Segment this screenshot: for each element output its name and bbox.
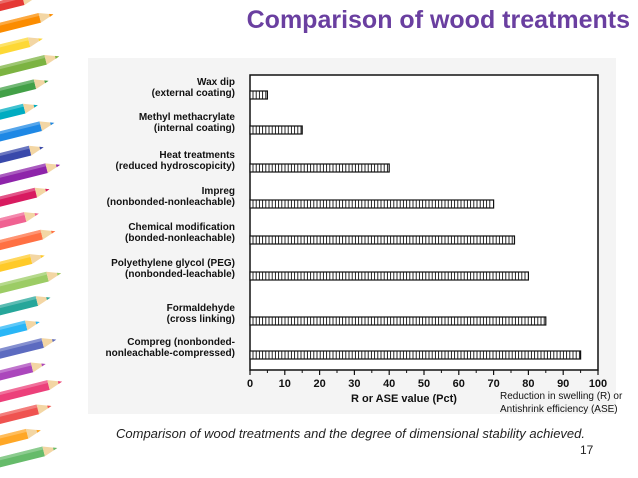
category-label: Polyethylene glycol (PEG) (nonbonded-leac… — [111, 258, 235, 280]
pencil-shape — [0, 254, 45, 274]
x-tick-label: 90 — [557, 378, 569, 390]
category-label: Compreg (nonbonded-nonleachable-compress… — [106, 337, 235, 359]
x-tick-label: 80 — [522, 378, 534, 390]
x-tick-label: 30 — [348, 378, 360, 390]
pencil-shape — [0, 296, 51, 317]
pencil-shape — [0, 37, 43, 56]
figure-caption: Comparison of wood treatments and the de… — [116, 426, 585, 441]
bar — [249, 199, 495, 209]
category-label: Heat treatments (reduced hydroscopicity) — [116, 150, 236, 172]
page-number: 17 — [580, 443, 594, 457]
pencil-border-decoration — [0, 0, 63, 469]
pencil-shape — [0, 428, 41, 447]
category-label: Chemical modification (bonded-nonleachabl… — [125, 222, 235, 244]
pencil-shape — [0, 446, 58, 469]
x-tick-label: 70 — [487, 378, 499, 390]
bar — [249, 316, 547, 326]
pencil-shape — [0, 121, 55, 143]
bar — [249, 350, 582, 360]
pencil-shape — [0, 362, 46, 382]
pencil-shape — [0, 54, 60, 78]
bar — [249, 235, 516, 245]
category-label: Methyl methacrylate (internal coating) — [139, 112, 236, 134]
pencil-shape — [0, 404, 52, 426]
category-label: Impreg (nonbonded-nonleachable) — [107, 186, 235, 208]
bar-chart: Wax dip (external coating) Methyl methacry… — [106, 74, 607, 405]
pencil-shape — [0, 380, 63, 404]
x-tick-label: 60 — [453, 378, 465, 390]
pencil-shape — [0, 229, 56, 252]
category-label: Formaldehyde (cross linking) — [167, 303, 236, 325]
axis-note-line-1: Reduction in swelling (R) or — [500, 391, 623, 402]
pencil-shape — [0, 320, 40, 339]
x-tick-label: 40 — [383, 378, 395, 390]
x-tick-label: 20 — [313, 378, 325, 390]
x-tick-label: 0 — [247, 378, 253, 390]
plot-frame — [249, 74, 599, 371]
pencil-shape — [0, 187, 50, 208]
bar — [249, 125, 303, 135]
x-tick-label: 10 — [279, 378, 291, 390]
bar — [249, 90, 268, 100]
category-label: Wax dip (external coating) — [152, 77, 235, 99]
pencil-shape — [0, 145, 44, 165]
pencil-shape — [0, 103, 38, 121]
pencil-shape — [0, 12, 54, 35]
x-axis-label: R or ASE value (Pct) — [351, 393, 457, 405]
pencil-shape — [0, 271, 62, 295]
bar — [249, 163, 390, 173]
pencil-shape — [0, 212, 39, 230]
axis-note-line-2: Antishrink efficiency (ASE) — [500, 404, 618, 415]
pencil-shape — [0, 163, 61, 187]
pencil-shape — [0, 338, 57, 360]
bar — [249, 271, 529, 281]
pencil-shape — [0, 0, 37, 13]
x-tick-label: 100 — [589, 378, 607, 390]
pencil-shape — [0, 79, 49, 100]
x-tick-label: 50 — [418, 378, 430, 390]
slide-title: Comparison of wood treatments — [246, 6, 630, 34]
axis-note: Reduction in swelling (R) or Antishrink … — [500, 390, 636, 416]
